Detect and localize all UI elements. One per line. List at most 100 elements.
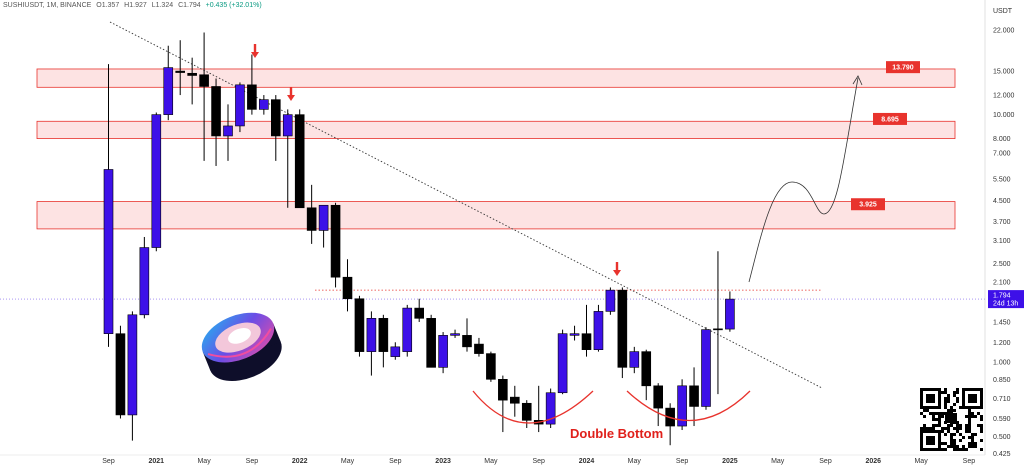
candle [713, 251, 723, 395]
y-tick-label: 0.710 [993, 396, 1011, 403]
candle [306, 184, 317, 244]
candle-body [175, 70, 185, 73]
candle [103, 64, 114, 347]
candle-body [414, 307, 425, 319]
qr-code [918, 386, 984, 452]
sell-arrow-icon [613, 262, 621, 276]
zone-label: 3.925 [859, 202, 877, 209]
candle [390, 342, 401, 360]
candle-body [223, 125, 233, 137]
candle [569, 325, 580, 341]
sushi-logo [201, 312, 282, 382]
candles [103, 32, 735, 446]
x-tick-label: 2023 [435, 458, 451, 465]
resistance-zones [36, 68, 956, 230]
candle-body [426, 318, 436, 368]
candle [342, 259, 353, 312]
y-tick-label: 2.100 [993, 280, 1011, 287]
x-tick-label: Sep [676, 458, 689, 465]
candle-body [163, 67, 174, 115]
candle [665, 403, 675, 446]
candle-body [486, 353, 496, 380]
candle-body [569, 333, 580, 336]
resistance-zone [36, 120, 956, 139]
candle-body [557, 333, 568, 394]
symbol-label: SUSHIUSDT, 1M, BINANCE [3, 2, 92, 9]
qr-center-logo [945, 413, 957, 423]
candle [653, 383, 664, 427]
annotations: 13.790 8.695 3.925 Double Bottom [251, 44, 920, 441]
bottom-curve-left [472, 390, 594, 424]
y-tick-label: 0.425 [993, 451, 1011, 458]
projection-arrowhead [852, 75, 863, 86]
y-tick-label: 7.000 [993, 150, 1011, 157]
projection-path [748, 75, 863, 283]
candle [318, 204, 329, 248]
candle-body [629, 351, 640, 368]
candle-body [282, 114, 293, 137]
candle [725, 291, 735, 332]
change-value: +0.435 (+32.01%) [205, 2, 262, 9]
x-tick-label: Sep [819, 458, 832, 465]
x-tick-label: May [771, 458, 785, 465]
candle-body [199, 74, 209, 87]
candle [175, 40, 185, 96]
candle [533, 385, 544, 433]
candle [270, 95, 281, 161]
candle [689, 367, 699, 427]
y-tick-label: 4.500 [993, 198, 1011, 205]
candle-body [259, 99, 269, 110]
trendline [109, 21, 823, 389]
candle [354, 295, 365, 357]
x-tick-label: 2026 [866, 458, 882, 465]
candle [629, 346, 640, 374]
candle-body [509, 396, 520, 404]
candle-body [689, 385, 699, 407]
candle-body [139, 247, 150, 316]
candle [235, 82, 245, 133]
candle-body [725, 298, 735, 330]
candle-body [462, 335, 472, 348]
candle [199, 32, 209, 161]
candle-body [498, 379, 508, 401]
candle-body [235, 84, 245, 127]
candle-body [402, 307, 413, 352]
candle [545, 388, 556, 429]
candle-body [103, 169, 114, 334]
candle-body [701, 329, 711, 407]
x-tick-label: Sep [963, 458, 976, 465]
candle [450, 329, 460, 338]
candle-body [438, 335, 448, 368]
resistance-zone [36, 201, 956, 230]
candle [163, 45, 174, 121]
candle-body [366, 318, 377, 352]
downtrend-line [109, 21, 823, 389]
candle [330, 202, 341, 288]
candle [677, 379, 687, 431]
close-value: C1.794 [178, 2, 201, 9]
y-axis: USDT 22.000 15.000 12.000 10.000 8.000 7.000 5.… [984, 0, 1024, 458]
y-tick-label: 3.700 [993, 219, 1011, 226]
zone-label-box [873, 112, 907, 125]
candle-body [318, 204, 329, 231]
candle [414, 298, 425, 322]
candle-body [641, 351, 652, 387]
candle [557, 329, 568, 395]
candle [378, 314, 389, 368]
candle-body [474, 343, 484, 354]
y-tick-label: 12.000 [993, 93, 1015, 100]
x-tick-label: 2025 [722, 458, 738, 465]
candle-body [390, 346, 401, 357]
candle-body [354, 298, 365, 352]
y-tick-label: 5.500 [993, 176, 1011, 183]
candle-body [247, 84, 257, 110]
current-price-label: 1.794 [993, 293, 1011, 300]
candle-body [545, 392, 556, 425]
double-bottom-label: Double Bottom [570, 426, 663, 441]
current-price-badge [988, 290, 1024, 309]
candle-body [450, 333, 460, 336]
x-tick-label: May [914, 458, 928, 465]
candle-body [270, 99, 281, 137]
zone-label: 8.695 [881, 116, 899, 123]
